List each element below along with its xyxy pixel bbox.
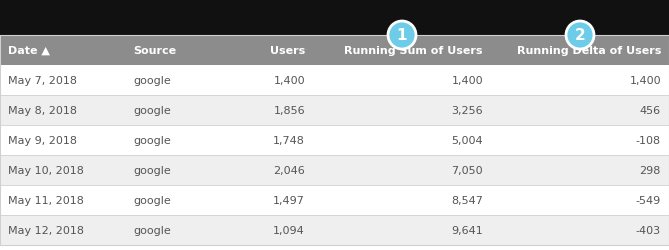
Ellipse shape	[566, 22, 594, 50]
Text: 1: 1	[397, 28, 407, 43]
Text: 1,856: 1,856	[274, 106, 305, 116]
Text: google: google	[133, 106, 171, 116]
Text: 298: 298	[640, 165, 661, 175]
Bar	[0, 0, 669, 36]
Ellipse shape	[388, 22, 416, 50]
Bar	[0, 156, 669, 185]
Text: 2,046: 2,046	[273, 165, 305, 175]
Text: -403: -403	[636, 225, 661, 235]
Text: 456: 456	[640, 106, 661, 116]
Text: 9,641: 9,641	[452, 225, 483, 235]
Text: Users: Users	[270, 46, 305, 56]
Text: 5,004: 5,004	[452, 136, 483, 145]
Text: google: google	[133, 136, 171, 145]
Text: google: google	[133, 76, 171, 86]
Text: google: google	[133, 165, 171, 175]
Bar	[0, 185, 669, 215]
Text: -108: -108	[636, 136, 661, 145]
Text: May 7, 2018: May 7, 2018	[8, 76, 77, 86]
Text: 3,256: 3,256	[452, 106, 483, 116]
Text: 1,400: 1,400	[274, 76, 305, 86]
Bar	[0, 96, 669, 126]
Text: May 11, 2018: May 11, 2018	[8, 195, 84, 205]
Text: Source: Source	[133, 46, 176, 56]
Text: 1,400: 1,400	[630, 76, 661, 86]
Text: 8,547: 8,547	[451, 195, 483, 205]
Text: Date ▲: Date ▲	[8, 46, 50, 56]
Text: 1,748: 1,748	[273, 136, 305, 145]
Text: 1,497: 1,497	[273, 195, 305, 205]
Text: May 10, 2018: May 10, 2018	[8, 165, 84, 175]
Bar	[0, 36, 669, 66]
Text: 1,400: 1,400	[452, 76, 483, 86]
Text: 2: 2	[575, 28, 585, 43]
Text: 1,094: 1,094	[273, 225, 305, 235]
Text: 7,050: 7,050	[452, 165, 483, 175]
Text: google: google	[133, 225, 171, 235]
Text: Running Sum of Users: Running Sum of Users	[345, 46, 483, 56]
Text: -549: -549	[636, 195, 661, 205]
Bar	[0, 126, 669, 156]
Text: May 9, 2018: May 9, 2018	[8, 136, 77, 145]
Bar	[0, 36, 669, 245]
Text: May 12, 2018: May 12, 2018	[8, 225, 84, 235]
Text: May 8, 2018: May 8, 2018	[8, 106, 77, 116]
Text: Running Delta of Users: Running Delta of Users	[516, 46, 661, 56]
Text: google: google	[133, 195, 171, 205]
Bar	[0, 215, 669, 245]
Bar	[0, 66, 669, 96]
